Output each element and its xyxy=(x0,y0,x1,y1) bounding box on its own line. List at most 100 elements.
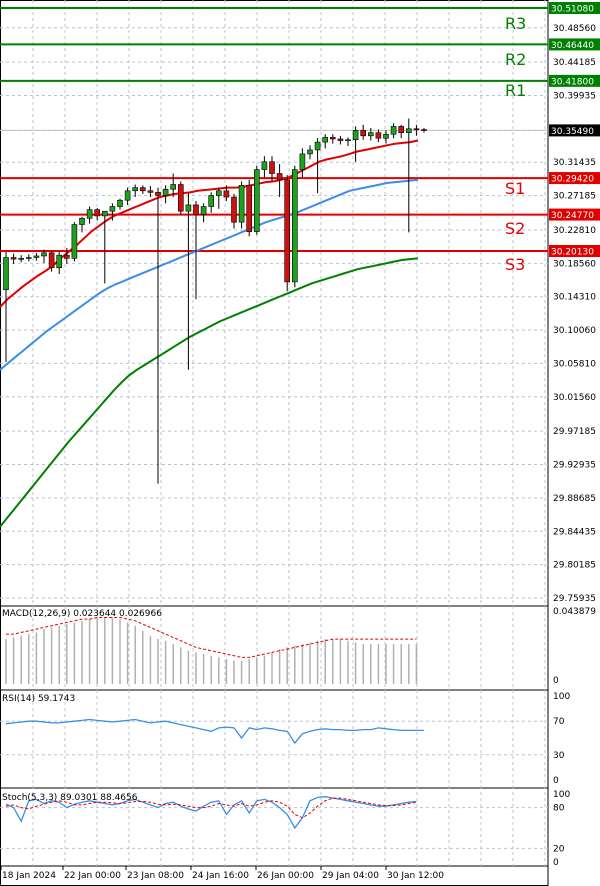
price-tick-label: 30.14310 xyxy=(553,293,596,303)
candle-body xyxy=(383,133,389,139)
current-price-box xyxy=(549,124,600,137)
candle-body xyxy=(178,184,184,212)
candle-body xyxy=(71,224,78,259)
candle-body xyxy=(246,184,252,232)
level-label-S2: S2 xyxy=(505,219,525,238)
candle-body xyxy=(25,257,32,259)
axes-layer: 30.48560 30.44185 30.39935 30.31435 30.27185… xyxy=(0,24,596,881)
candle-body xyxy=(155,192,161,196)
level-price-box-S3 xyxy=(549,245,600,258)
price-tick-label: 29.80185 xyxy=(553,561,596,571)
macd-tick-label: 0 xyxy=(553,676,559,686)
price-tick-label: 30.39935 xyxy=(553,92,596,102)
time-tick-label: 24 Jan 16:00 xyxy=(192,871,249,881)
macd-signal-line xyxy=(6,617,417,658)
labels-layer: MACD(12,26,9) 0.023644 0.026966 RSI(14) … xyxy=(2,609,162,803)
candle-body xyxy=(284,179,291,283)
candle-body xyxy=(109,206,116,212)
candle-body xyxy=(124,190,131,201)
candle-body xyxy=(390,126,397,135)
price-tick-label: 30.31435 xyxy=(553,158,596,168)
price-tick-label: 30.01560 xyxy=(553,393,596,403)
candles-layer xyxy=(3,118,427,484)
candle-body xyxy=(200,206,207,215)
price-tick-label: 30.44185 xyxy=(553,58,596,68)
plot-frame xyxy=(0,0,549,886)
price-tick-label: 30.18560 xyxy=(553,259,596,269)
stoch-tick-label: 20 xyxy=(553,844,565,854)
candle-body xyxy=(208,195,214,207)
candle-body xyxy=(405,128,412,133)
stoch-d-line xyxy=(5,797,417,819)
candle-body xyxy=(79,217,85,225)
candle-body xyxy=(41,252,47,257)
candle-body xyxy=(140,187,146,192)
price-tick-label: 29.88685 xyxy=(553,494,596,504)
moving-averages-layer xyxy=(0,139,419,528)
level-lines-layer: 30.51080 R3 30.46440 R2 30.41800 R1 30.29420 S1… xyxy=(0,2,600,274)
candle-body xyxy=(307,149,313,155)
price-tick-label: 30.22810 xyxy=(553,226,596,236)
candle-body xyxy=(276,173,283,181)
price-tick-label: 29.84435 xyxy=(553,527,596,537)
level-price-box-R3 xyxy=(549,2,600,14)
rsi-label: RSI(14) 59.1743 xyxy=(2,694,75,704)
rsi-panel: 100 70 30 0 xyxy=(0,692,570,786)
candle-body xyxy=(291,169,298,283)
candle-body xyxy=(238,184,245,223)
candle-body xyxy=(398,126,405,133)
candle-body xyxy=(261,161,268,170)
candle-body xyxy=(56,254,63,269)
candle-body xyxy=(3,257,9,291)
candle-body xyxy=(94,209,100,217)
stoch-tick-label: 100 xyxy=(553,790,570,800)
moving-average-ma-red xyxy=(0,139,419,308)
candle-body xyxy=(254,169,260,232)
candle-body xyxy=(413,128,420,131)
candle-body xyxy=(193,204,199,215)
candle-body xyxy=(86,209,93,219)
level-price-box-S2 xyxy=(549,208,600,221)
stoch-label: Stoch(5,3,3) 89.0301 88.4656 xyxy=(2,793,138,803)
stoch-tick-label: 0 xyxy=(553,858,559,868)
level-price-label-S2: 30.24770 xyxy=(551,211,594,221)
candle-body xyxy=(170,184,176,190)
level-label-R1: R1 xyxy=(505,81,526,100)
candle-body xyxy=(421,129,427,131)
rsi-tick-label: 30 xyxy=(553,751,565,761)
candle-body xyxy=(102,210,108,217)
candle-body xyxy=(337,138,344,141)
time-tick-label: 26 Jan 00:00 xyxy=(257,871,314,881)
candle-body xyxy=(147,190,154,193)
level-label-R3: R3 xyxy=(505,14,526,33)
level-label-S1: S1 xyxy=(505,179,525,198)
price-tick-label: 30.10060 xyxy=(553,326,596,336)
candle-body xyxy=(117,199,123,207)
candle-body xyxy=(33,255,40,258)
candle-body xyxy=(216,190,222,196)
stoch-tick-label: 80 xyxy=(553,804,565,814)
moving-average-ma-green xyxy=(0,257,419,528)
candle-body xyxy=(314,141,321,151)
candle-body xyxy=(162,188,169,196)
price-tick-label: 29.75935 xyxy=(553,594,596,604)
time-tick-label: 30 Jan 12:00 xyxy=(387,871,444,881)
candle-body xyxy=(352,130,359,141)
macd-panel: 0.043879 0 xyxy=(5,607,596,686)
candle-body xyxy=(132,187,138,192)
candle-body xyxy=(322,137,329,143)
price-tick-label: 30.05810 xyxy=(553,359,596,369)
macd-tick-label: 0.043879 xyxy=(553,607,596,617)
time-tick-label: 23 Jan 08:00 xyxy=(127,871,184,881)
level-price-label-S1: 30.29420 xyxy=(551,175,594,185)
price-tick-label: 30.48560 xyxy=(553,24,596,34)
level-label-R2: R2 xyxy=(505,50,526,69)
moving-average-ma-blue xyxy=(0,178,419,371)
level-price-label-R3: 30.51080 xyxy=(551,5,594,15)
rsi-tick-label: 100 xyxy=(553,692,570,702)
macd-label: MACD(12,26,9) 0.023644 0.026966 xyxy=(2,609,162,619)
candle-body xyxy=(367,132,374,137)
stoch-panel: 100 80 20 0 xyxy=(0,790,570,868)
current-price-label: 30.35490 xyxy=(551,127,594,137)
